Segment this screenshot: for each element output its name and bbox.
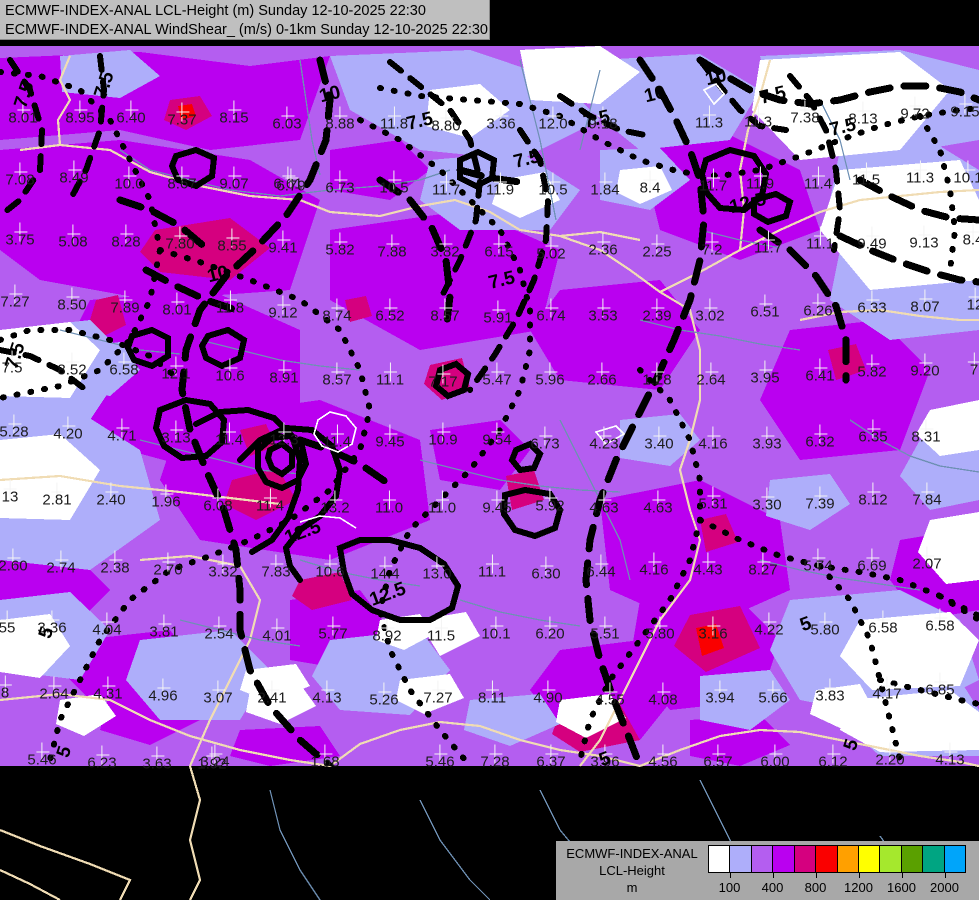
title-panel: ECMWF-INDEX-ANAL LCL-Height (m) Sunday 1… — [0, 0, 490, 40]
colorbar-swatch-yellow — [858, 846, 881, 872]
colorbar-tick-100: 100 — [718, 880, 741, 895]
colorbar-tick-mark — [944, 873, 946, 878]
colorbar-tick-mark — [729, 873, 731, 878]
colorbar-legend: ECMWF-INDEX-ANAL LCL-Height m 100 400 800 1… — [556, 841, 979, 900]
colorbar-swatch-red — [816, 846, 838, 872]
legend-title: ECMWF-INDEX-ANAL LCL-Height m — [562, 845, 702, 896]
colorbar-swatch-yellow-green — [880, 846, 902, 872]
colorbar-tick-mark — [858, 873, 860, 878]
colorbar-tick-mark — [772, 873, 774, 878]
colorbar-swatch-teal — [923, 846, 945, 872]
colorbar-tick-labels: 100 400 800 1200 1600 2000 — [708, 873, 966, 898]
colorbar-swatch-light-violet — [751, 846, 774, 872]
colorbar-tick-mark — [815, 873, 817, 878]
colorbar-tick-400: 400 — [761, 880, 784, 895]
colorbar-swatch-olive-green — [901, 846, 924, 872]
colorbar-swatch-cyan — [944, 846, 966, 872]
colorbar-swatch-white — [709, 846, 731, 872]
legend-title-model: ECMWF-INDEX-ANAL — [566, 846, 698, 861]
colorbar-tick-800: 800 — [804, 880, 827, 895]
geographic-boundaries — [0, 55, 979, 900]
colorbar-swatch-deep-pink — [794, 846, 817, 872]
legend-title-field: LCL-Height — [599, 863, 665, 878]
colorbar-swatch-magenta — [773, 846, 795, 872]
colorbar-tick-2000: 2000 — [930, 880, 959, 895]
colorbar-tick-1600: 1600 — [887, 880, 916, 895]
colorbar-swatch-periwinkle — [730, 846, 752, 872]
title-line-lcl: ECMWF-INDEX-ANAL LCL-Height (m) Sunday 1… — [5, 3, 426, 19]
windshear-contours — [0, 53, 979, 766]
colorbar-swatch-orange — [837, 846, 859, 872]
colorbar-swatches — [708, 845, 966, 873]
title-line-windshear: ECMWF-INDEX-ANAL WindShear_ (m/s) 0-1km … — [5, 22, 488, 38]
colorbar-tick-1200: 1200 — [844, 880, 873, 895]
legend-title-units: m — [626, 880, 638, 895]
colorbar-tick-mark — [901, 873, 903, 878]
